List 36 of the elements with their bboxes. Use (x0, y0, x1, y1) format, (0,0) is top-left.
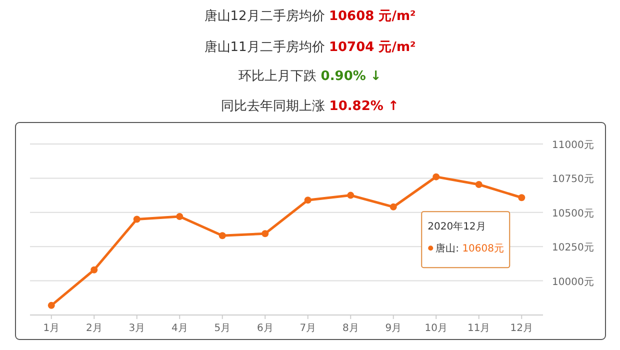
point (218, 232, 226, 240)
point (262, 230, 269, 238)
point (475, 180, 482, 188)
point (390, 203, 397, 210)
x-tick-label: 7月 (300, 323, 316, 334)
x-tick-label: 10月 (424, 323, 448, 334)
text: 环比上月下跌 0.90% ↓ (238, 69, 382, 84)
x-tick-label: 12月 (510, 323, 533, 334)
annotation: 唐山: 10608元 (436, 242, 504, 255)
point (176, 213, 184, 220)
chart-subtitle: 唐山11月二手房均价 10704 元/m² (204, 39, 416, 55)
y-tick-label: 11000元 (552, 140, 594, 151)
x-tick-label: 6月 (256, 323, 274, 334)
point (133, 216, 140, 223)
y-tick-label: 10750元 (552, 174, 594, 186)
chart-title: 唐山12月二手房均价 10608 元/m² (204, 8, 416, 24)
tooltip: 2020年12月 唐山: 10608元 (421, 211, 510, 268)
x-tick-label: 1月 (43, 323, 60, 334)
x-tick-label: 2月 (86, 323, 102, 334)
x-tick-label: 5月 (214, 323, 231, 334)
point (48, 302, 55, 309)
y-tick-label: 10000元 (552, 276, 594, 288)
x-tick-label: 3月 (128, 323, 146, 334)
x-tick-label: 11月 (468, 323, 490, 334)
annotation: 2020年12月 (428, 220, 486, 233)
x-tick-label: 4月 (171, 323, 188, 334)
point (518, 194, 526, 202)
point (347, 192, 354, 199)
x-tick-label: 8月 (342, 323, 359, 334)
y-tick-label: 10500元 (552, 208, 594, 220)
x-tick-label: 9月 (385, 323, 402, 334)
point (304, 196, 312, 204)
y-tick-label: 10250元 (552, 242, 594, 254)
point (432, 173, 440, 180)
text: 同比去年同期上涨 10.82% ↑ (221, 99, 399, 114)
point (90, 266, 98, 274)
